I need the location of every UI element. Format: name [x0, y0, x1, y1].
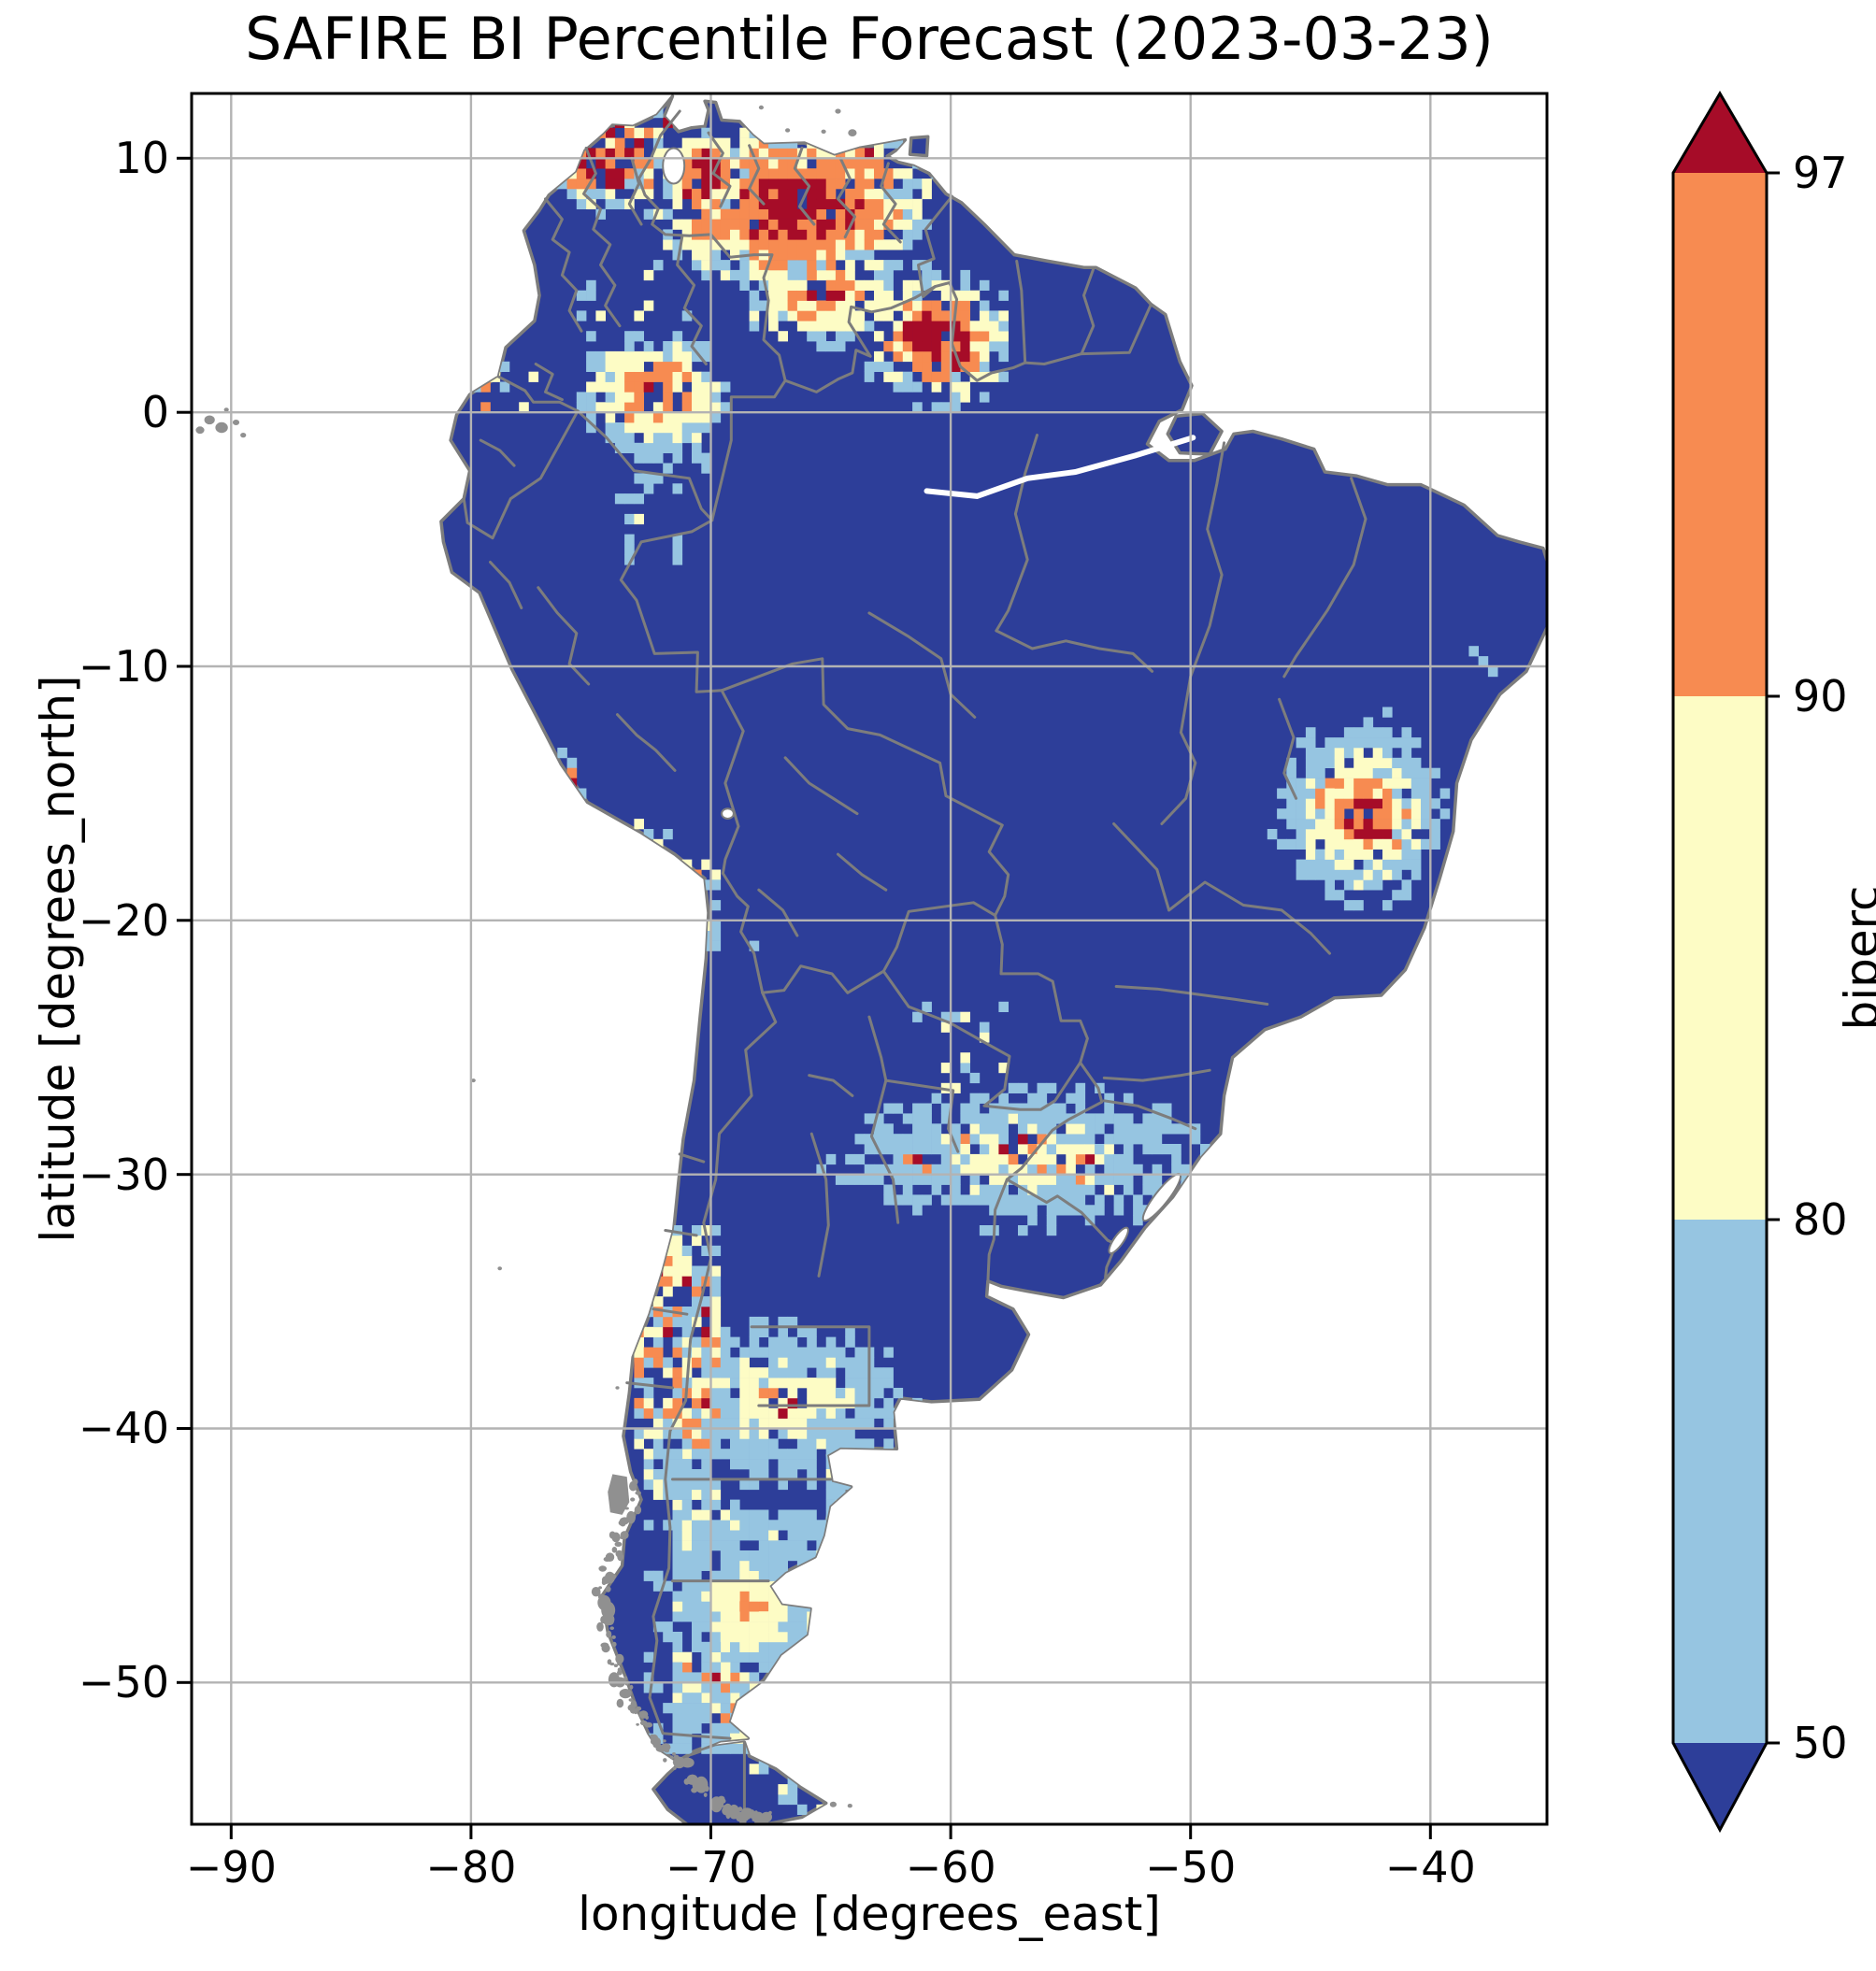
x-axis-label: longitude [degrees_east] [578, 1887, 1161, 1941]
map-plot [177, 92, 1549, 1839]
y-tick-label: −30 [78, 1149, 169, 1200]
x-tick-label: −70 [665, 1842, 757, 1892]
colorbar-label: biperc [1835, 885, 1876, 1031]
gridlines [192, 93, 1547, 1824]
colorbar-under-arrow [1673, 1743, 1767, 1830]
y-tick-label: 10 [114, 133, 169, 184]
x-tick-label: −90 [185, 1842, 277, 1892]
colorbar-segment [1673, 696, 1767, 1221]
axis-ticks [177, 156, 1432, 1839]
amazon-river [924, 435, 1196, 499]
y-tick-label: −50 [78, 1657, 169, 1708]
y-tick-label: −10 [78, 640, 169, 692]
y-tick-label: −20 [78, 894, 169, 946]
x-tick-label: −40 [1384, 1842, 1476, 1892]
colorbar-over-arrow [1673, 93, 1767, 173]
y-axis-label: latitude [degrees_north] [31, 675, 85, 1243]
admin-borders [462, 109, 1368, 1814]
colorbar-tick-label: 80 [1793, 1194, 1848, 1245]
colorbar-tick-label: 90 [1793, 671, 1848, 721]
colorbar [1671, 91, 1780, 1834]
chart-title: SAFIRE BI Percentile Forecast (2023-03-2… [245, 5, 1494, 73]
fjord-islands [195, 105, 857, 1824]
colorbar-tick-label: 50 [1793, 1718, 1848, 1768]
x-tick-label: −50 [1145, 1842, 1237, 1892]
plot-spines [190, 92, 1549, 1826]
y-tick-label: −40 [78, 1403, 169, 1454]
colorbar-segment [1673, 173, 1767, 697]
y-tick-label: 0 [141, 387, 169, 438]
x-tick-label: −60 [905, 1842, 996, 1892]
colorbar-segment [1673, 1220, 1767, 1744]
x-tick-label: −80 [425, 1842, 517, 1892]
colorbar-tick-label: 97 [1793, 148, 1848, 198]
